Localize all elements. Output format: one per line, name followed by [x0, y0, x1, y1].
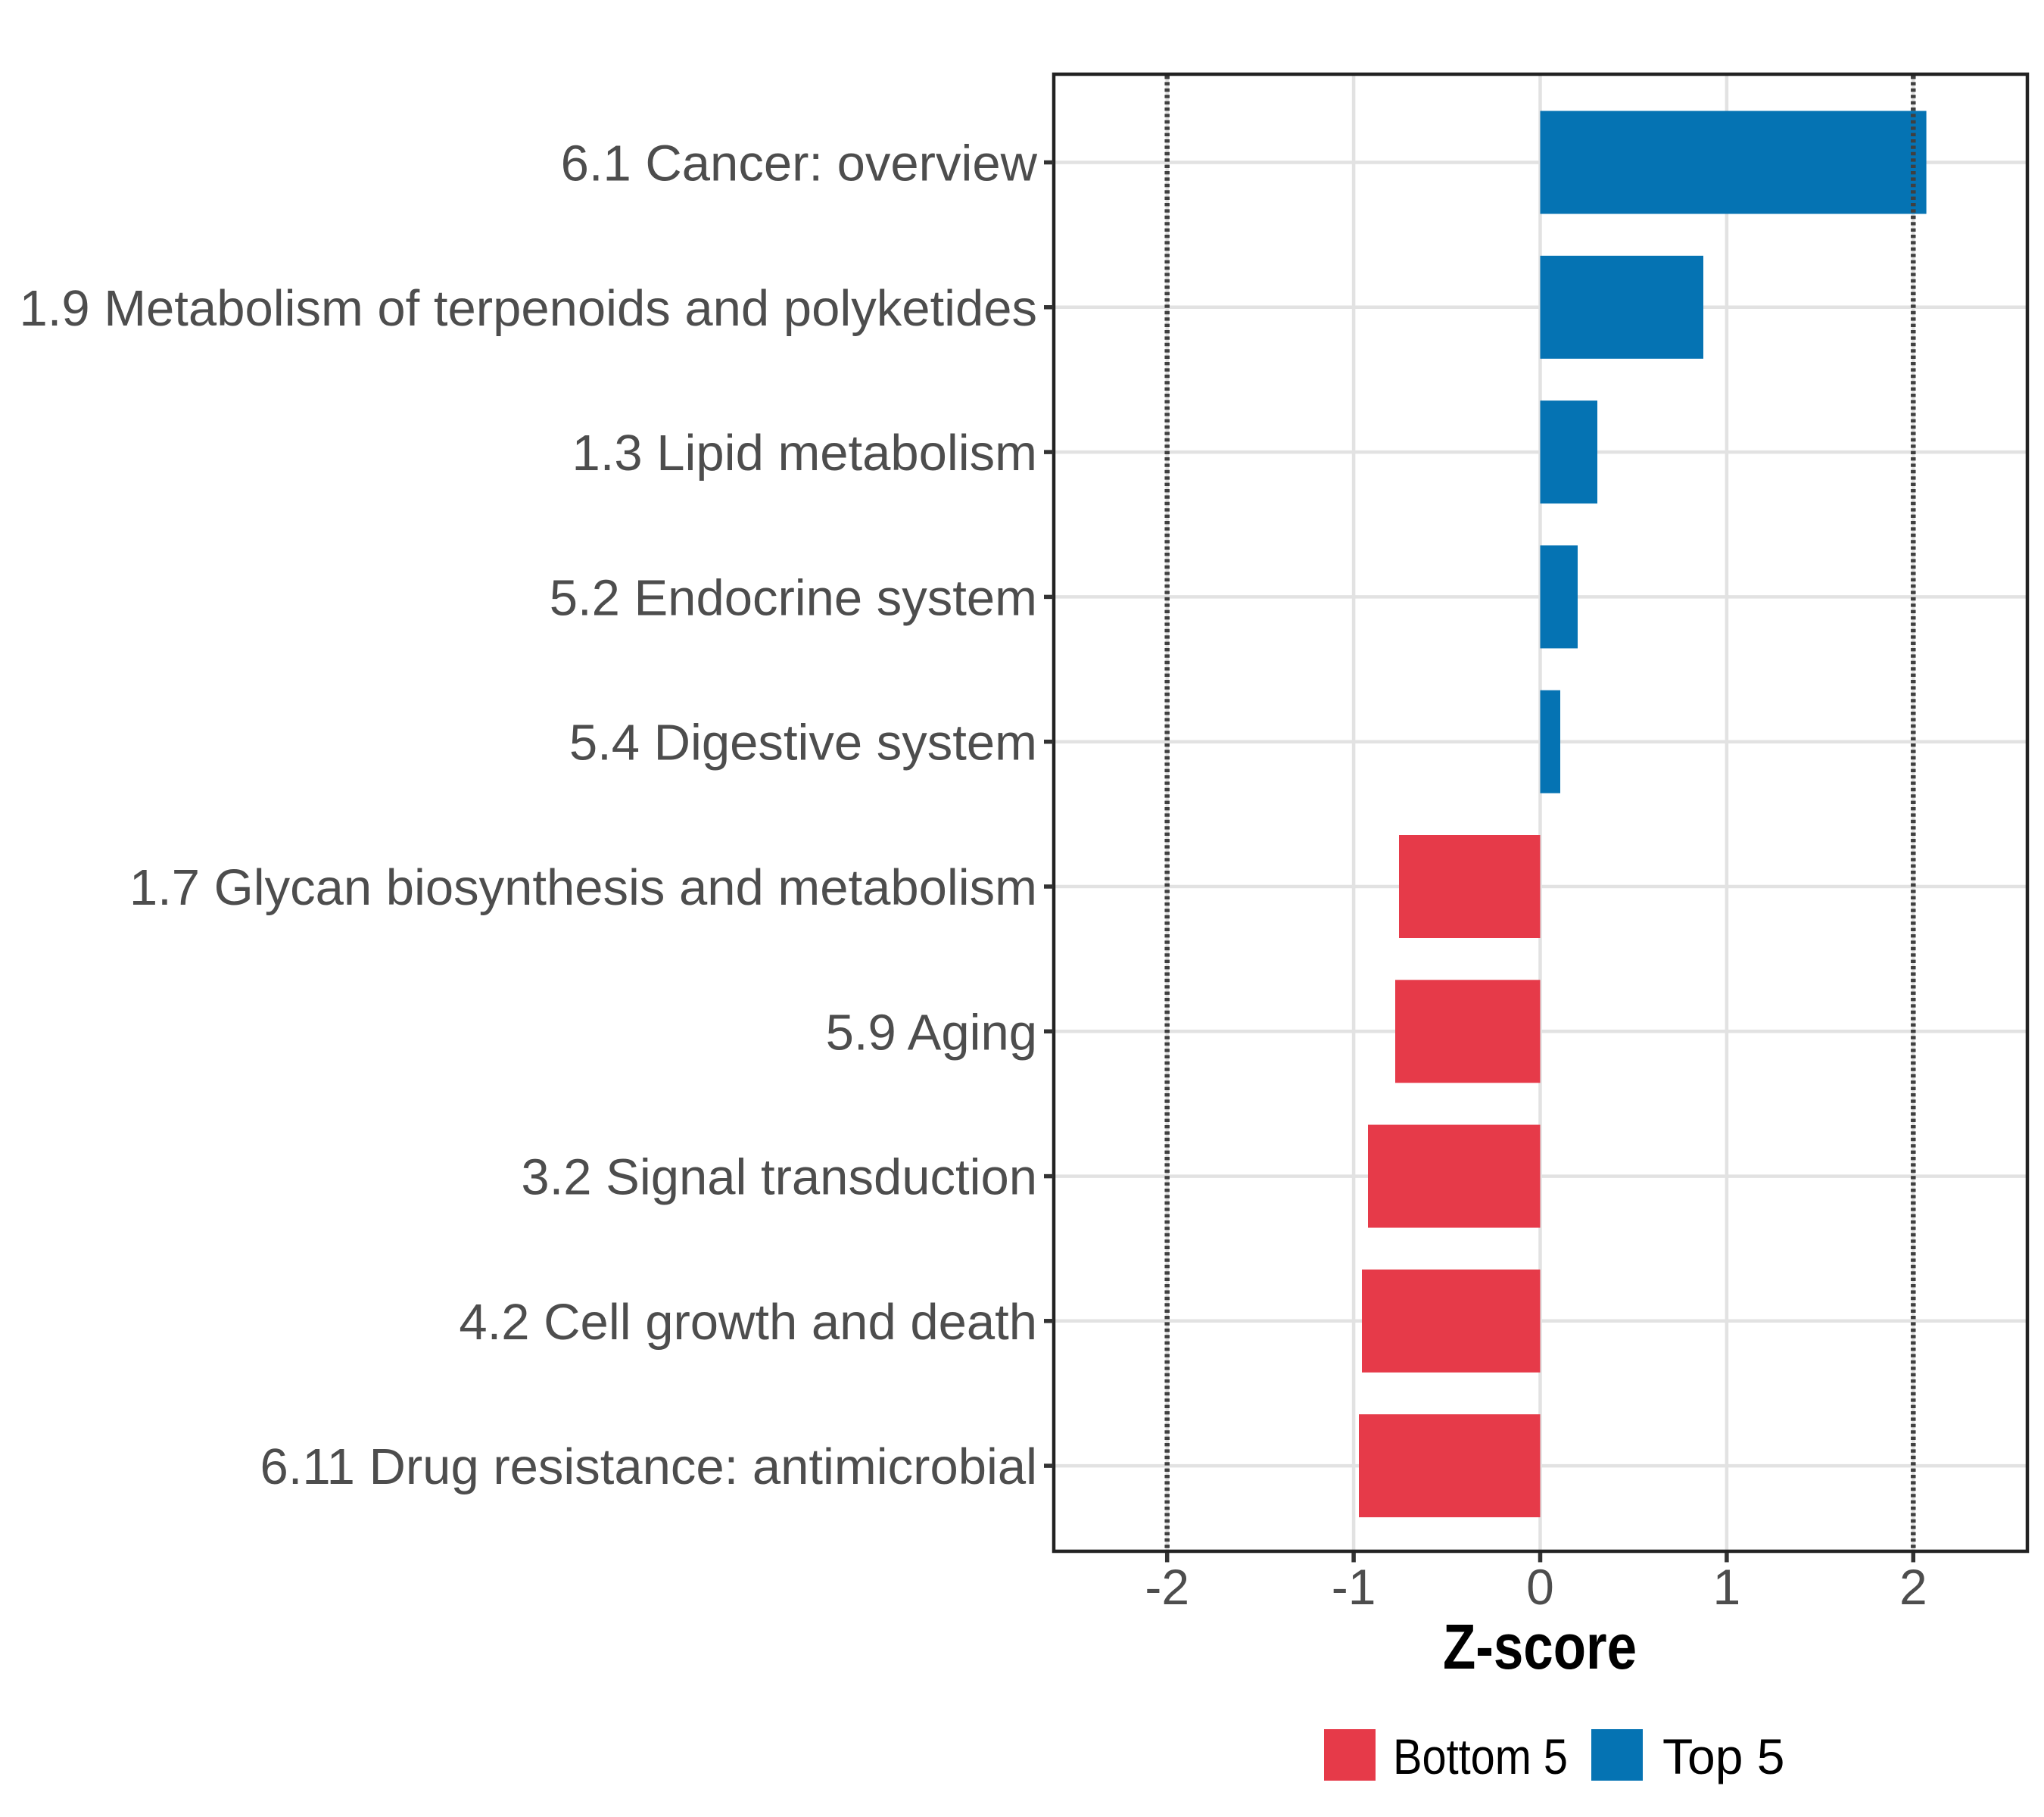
svg-text:1.9 Metabolism of terpenoids a: 1.9 Metabolism of terpenoids and polyket… [19, 280, 1037, 337]
svg-text:4.2 Cell growth and death: 4.2 Cell growth and death [459, 1294, 1037, 1351]
svg-text:1.3 Lipid metabolism: 1.3 Lipid metabolism [572, 425, 1037, 482]
svg-text:-1: -1 [1332, 1559, 1376, 1615]
svg-text:2: 2 [1899, 1559, 1927, 1615]
svg-text:1: 1 [1713, 1559, 1741, 1615]
svg-text:Z-score: Z-score [1443, 1611, 1637, 1682]
svg-text:5.2 Endocrine system: 5.2 Endocrine system [550, 569, 1037, 626]
svg-text:1.7 Glycan biosynthesis and me: 1.7 Glycan biosynthesis and metabolism [129, 859, 1037, 916]
svg-text:5.4 Digestive system: 5.4 Digestive system [569, 715, 1037, 771]
svg-text:0: 0 [1526, 1559, 1554, 1615]
svg-text:Top 5: Top 5 [1662, 1728, 1784, 1784]
svg-text:Bottom 5: Bottom 5 [1393, 1728, 1568, 1784]
svg-text:-2: -2 [1145, 1559, 1189, 1615]
svg-text:6.11 Drug resistance: antimicr: 6.11 Drug resistance: antimicrobial [260, 1438, 1037, 1495]
svg-text:6.1 Cancer: overview: 6.1 Cancer: overview [561, 136, 1038, 192]
svg-text:5.9 Aging: 5.9 Aging [826, 1004, 1037, 1061]
svg-text:3.2 Signal transduction: 3.2 Signal transduction [521, 1149, 1037, 1206]
